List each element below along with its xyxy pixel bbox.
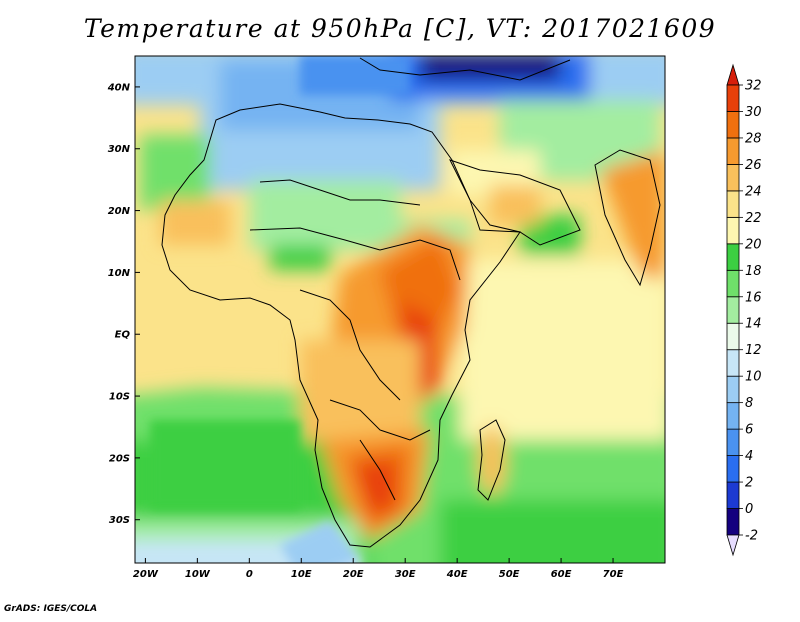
- colorbar-label: 4: [745, 449, 753, 464]
- colorbar-label: 10: [745, 370, 762, 385]
- colorbar-label: 0: [745, 502, 753, 517]
- latitude-axis: 40N 30N 20N 10N EQ 10S 20S 30S: [107, 82, 140, 526]
- lon-tick-label: 40E: [446, 569, 468, 580]
- lon-tick-label: 70E: [603, 569, 624, 580]
- grads-credit: GrADS: IGES/COLA: [4, 604, 98, 614]
- colorbar-label: 16: [745, 290, 762, 305]
- colorbar-label: 2: [745, 476, 753, 491]
- lat-tick-label: 20N: [108, 206, 131, 217]
- colorbar-swatch: [726, 349, 740, 377]
- colorbar-swatch: [726, 455, 740, 483]
- lat-tick-label: 10N: [108, 268, 131, 279]
- lon-tick-label: 10E: [291, 569, 312, 580]
- colorbar-label: 24: [745, 184, 762, 199]
- colorbar-swatch: [726, 216, 740, 245]
- colorbar-label: 20: [745, 237, 762, 252]
- colorbar-label: 6: [745, 423, 753, 438]
- colorbar-swatch: [726, 269, 740, 298]
- coastline-africa: [161, 57, 661, 548]
- lat-tick-label: EQ: [115, 330, 131, 341]
- colorbar-label: 14: [745, 317, 762, 332]
- colorbar-label: 8: [745, 396, 753, 411]
- colorbar-label: 28: [745, 131, 762, 146]
- lat-tick-label: 10S: [109, 392, 130, 403]
- colorbar-swatch: [726, 190, 740, 218]
- colorbar-swatch: [726, 481, 740, 509]
- colorbar-swatch: [726, 84, 740, 112]
- colorbar-label: 30: [745, 105, 762, 120]
- colorbar-swatch: [726, 428, 740, 456]
- colorbar-swatch: [726, 402, 740, 430]
- colorbar-label: 32: [745, 79, 762, 94]
- colorbar-arrow-top: [726, 63, 740, 86]
- colorbar-label: 18: [745, 264, 762, 279]
- map-title: Temperature at 950hPa [C], VT: 201702160…: [83, 14, 717, 43]
- lat-tick-label: 20S: [109, 453, 130, 464]
- colorbar-swatch: [726, 296, 740, 324]
- lat-tick-label: 30N: [108, 144, 131, 155]
- lon-tick-label: 20W: [133, 569, 159, 580]
- temperature-field: [135, 56, 665, 563]
- longitude-axis: 20W 10W 0 10E 20E 30E 40E 50E 60E 70E: [133, 558, 624, 580]
- colorbar-swatch: [726, 137, 740, 165]
- colorbar-arrow-bottom: [726, 534, 740, 557]
- lon-tick-label: 0: [246, 569, 253, 580]
- colorbar-label: 22: [745, 211, 762, 226]
- colorbar-label: -2: [745, 529, 758, 544]
- lon-tick-label: 60E: [551, 569, 572, 580]
- colorbar-swatch: [726, 111, 740, 139]
- lat-tick-label: 30S: [109, 515, 130, 526]
- lon-tick-label: 20E: [343, 569, 364, 580]
- colorbar-swatch: [726, 164, 740, 192]
- lon-tick-label: 10W: [185, 569, 211, 580]
- colorbar-label: 26: [745, 158, 762, 173]
- colorbar-label: 12: [745, 343, 762, 358]
- colorbar-swatch: [726, 322, 740, 351]
- lat-tick-label: 40N: [107, 82, 131, 93]
- colorbar-swatch: [726, 508, 740, 536]
- colorbar-swatch: [726, 243, 740, 271]
- lon-tick-label: 30E: [395, 569, 416, 580]
- map-frame: [134, 55, 666, 564]
- colorbar-swatch: [726, 375, 740, 404]
- lon-tick-label: 50E: [499, 569, 520, 580]
